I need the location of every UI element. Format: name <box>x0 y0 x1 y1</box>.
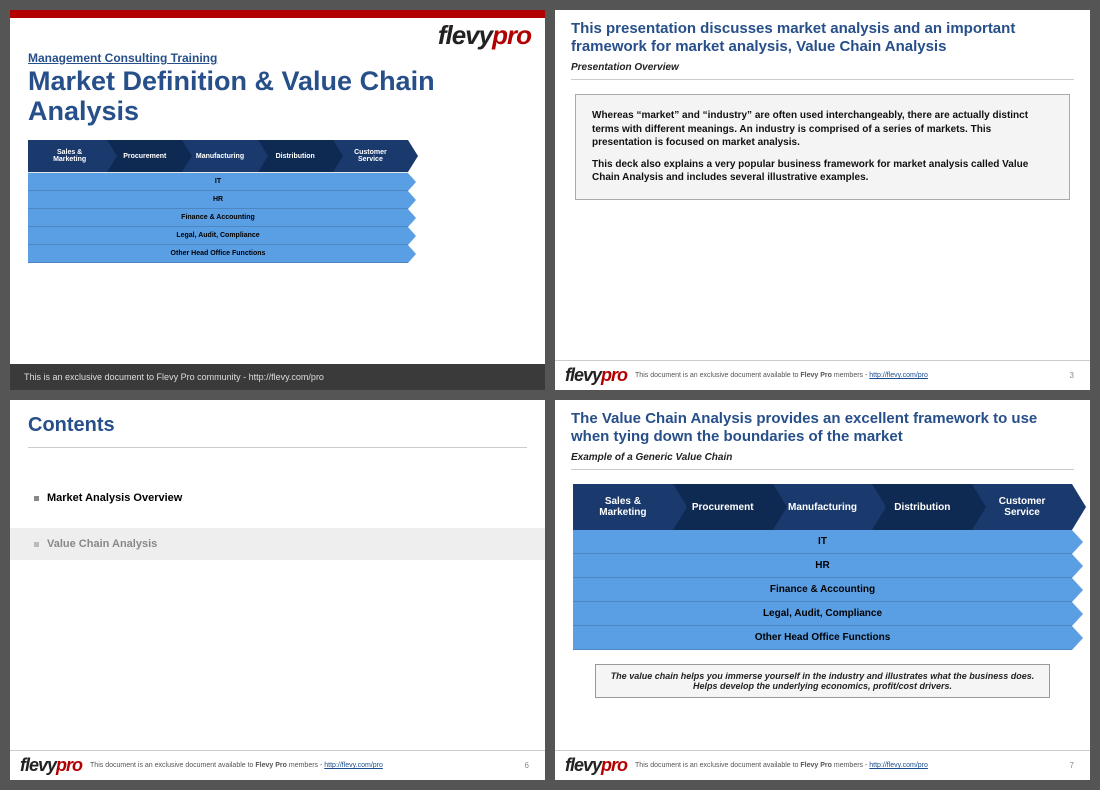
slide-footer: flevypro This document is an exclusive d… <box>10 750 545 780</box>
slide-value-chain: The Value Chain Analysis provides an exc… <box>555 400 1090 780</box>
vc-support-2: Finance & Accounting <box>28 209 408 227</box>
vc-primary-0: Sales &Marketing <box>28 140 107 172</box>
vc-support-1: HR <box>573 554 1072 578</box>
vc-support-4: Other Head Office Functions <box>573 626 1072 650</box>
slide1-title: Market Definition & Value Chain Analysis <box>28 67 527 126</box>
page-number: 7 <box>1064 761 1080 770</box>
slide1-footer: This is an exclusive document to Flevy P… <box>10 364 545 390</box>
eyebrow: Management Consulting Training <box>28 51 527 65</box>
flevypro-logo-small: flevypro <box>20 755 82 776</box>
footer-text: This document is an exclusive document a… <box>90 762 511 769</box>
vc-support-3: Legal, Audit, Compliance <box>573 602 1072 626</box>
vc-primary-3: Distribution <box>258 140 333 172</box>
overview-text-box: Whereas “market” and “industry” are ofte… <box>575 94 1070 200</box>
page-number: 6 <box>519 761 535 770</box>
flevypro-logo-small: flevypro <box>565 755 627 776</box>
vc-support-2: Finance & Accounting <box>573 578 1072 602</box>
slide-footer: flevypro This document is an exclusive d… <box>555 360 1090 390</box>
vc-primary-3: Distribution <box>872 484 972 530</box>
contents-item-1: Market Analysis Overview <box>10 482 545 514</box>
bullet-icon <box>34 496 39 501</box>
slide-title: flevypro Management Consulting Training … <box>10 10 545 390</box>
slide-footer: flevypro This document is an exclusive d… <box>555 750 1090 780</box>
logo-row: flevypro <box>10 18 545 51</box>
contents-item-2: Value Chain Analysis <box>10 528 545 560</box>
vc-primary-4: CustomerService <box>333 140 408 172</box>
contents-item-1-label: Market Analysis Overview <box>47 492 182 504</box>
slide4-subtitle: Example of a Generic Value Chain <box>571 452 1074 463</box>
vc-primary-4: CustomerService <box>972 484 1072 530</box>
red-accent-bar <box>10 10 545 18</box>
vc-support-0: IT <box>573 530 1072 554</box>
divider <box>571 469 1074 470</box>
vc-primary-2: Manufacturing <box>773 484 873 530</box>
contents-item-2-label: Value Chain Analysis <box>47 538 157 550</box>
slide2-subtitle: Presentation Overview <box>571 62 1074 73</box>
footer-text: This document is an exclusive document a… <box>635 762 1056 769</box>
value-chain-note: The value chain helps you immerse yourse… <box>595 664 1050 698</box>
vc-primary-1: Procurement <box>673 484 773 530</box>
overview-p1: Whereas “market” and “industry” are ofte… <box>592 109 1053 150</box>
slide2-title: This presentation discusses market analy… <box>571 20 1074 56</box>
slide-overview: This presentation discusses market analy… <box>555 10 1090 390</box>
overview-p2: This deck also explains a very popular b… <box>592 158 1053 185</box>
vc-support-0: IT <box>28 173 408 191</box>
vc-support-1: HR <box>28 191 408 209</box>
footer-text: This document is an exclusive document a… <box>635 372 1056 379</box>
slide-contents: Contents Market Analysis Overview Value … <box>10 400 545 780</box>
vc-primary-2: Manufacturing <box>182 140 257 172</box>
value-chain-diagram-small: Sales &MarketingProcurementManufacturing… <box>28 140 408 263</box>
slide3-title: Contents <box>28 414 527 437</box>
vc-primary-0: Sales &Marketing <box>573 484 673 530</box>
vc-support-4: Other Head Office Functions <box>28 245 408 263</box>
flevypro-logo: flevypro <box>438 20 531 51</box>
flevypro-logo-small: flevypro <box>565 365 627 386</box>
divider <box>571 79 1074 80</box>
vc-primary-1: Procurement <box>107 140 182 172</box>
page-number: 3 <box>1064 371 1080 380</box>
slide4-title: The Value Chain Analysis provides an exc… <box>571 410 1074 446</box>
divider <box>28 447 527 448</box>
vc-support-3: Legal, Audit, Compliance <box>28 227 408 245</box>
bullet-icon <box>34 542 39 547</box>
value-chain-diagram-large: Sales &MarketingProcurementManufacturing… <box>573 484 1072 650</box>
